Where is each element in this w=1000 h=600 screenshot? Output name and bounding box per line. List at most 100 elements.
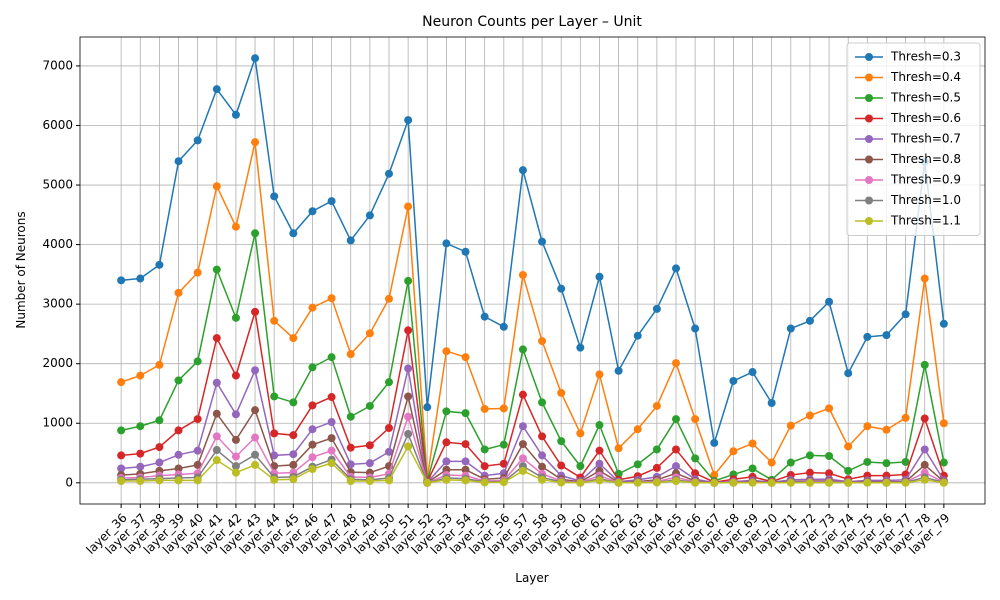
data-point (652, 401, 661, 410)
data-point (518, 345, 527, 354)
data-point (538, 237, 547, 246)
data-point (595, 476, 604, 485)
data-point (308, 401, 317, 410)
data-point (805, 411, 814, 420)
data-point (920, 475, 929, 484)
data-point (308, 207, 317, 216)
legend-box (846, 42, 981, 236)
data-point (117, 451, 126, 460)
data-point (767, 478, 776, 487)
data-point (767, 458, 776, 467)
y-tick-label: 7000 (42, 58, 73, 72)
data-point (174, 476, 183, 485)
data-point (671, 462, 680, 471)
data-point (404, 429, 413, 438)
data-point (748, 464, 757, 473)
legend-marker (865, 135, 873, 143)
y-tick-label: 6000 (42, 118, 73, 132)
data-point (614, 444, 623, 453)
data-point (882, 459, 891, 468)
data-point (786, 324, 795, 333)
data-point (404, 442, 413, 451)
data-point (691, 478, 700, 487)
data-point (365, 477, 374, 486)
data-point (882, 425, 891, 434)
data-point (308, 453, 317, 462)
x-axis-label: Layer (515, 571, 549, 585)
data-point (901, 478, 910, 487)
data-point (193, 136, 202, 145)
data-point (538, 475, 547, 484)
data-point (939, 478, 948, 487)
data-point (155, 476, 164, 485)
legend: Thresh=0.3 Thresh=0.4 Thresh=0.5 Thresh=0.6… (846, 42, 981, 236)
data-point (212, 446, 221, 455)
data-point (404, 202, 413, 211)
data-point (136, 477, 145, 486)
data-point (805, 468, 814, 477)
data-point (404, 364, 413, 373)
data-point (595, 272, 604, 281)
data-point (346, 236, 355, 245)
legend-label: Thresh=0.9 (890, 173, 961, 187)
data-point (193, 446, 202, 455)
data-point (117, 378, 126, 387)
data-point (212, 334, 221, 343)
data-point (863, 478, 872, 487)
data-point (327, 418, 336, 427)
data-point (518, 166, 527, 175)
data-point (461, 457, 470, 466)
data-point (193, 415, 202, 424)
data-point (614, 478, 623, 487)
data-point (518, 422, 527, 431)
data-point (212, 85, 221, 94)
data-point (920, 445, 929, 454)
data-point (671, 477, 680, 486)
data-point (767, 399, 776, 408)
data-point (691, 324, 700, 333)
data-point (365, 329, 374, 338)
data-point (346, 460, 355, 469)
data-point (231, 468, 240, 477)
data-point (251, 54, 260, 63)
data-point (308, 440, 317, 449)
data-point (365, 401, 374, 410)
data-point (442, 457, 451, 466)
y-tick-label: 2000 (42, 356, 73, 370)
data-point (155, 416, 164, 425)
data-point (231, 452, 240, 461)
data-point (557, 284, 566, 293)
data-point (251, 138, 260, 147)
data-point (576, 343, 585, 352)
data-point (251, 460, 260, 469)
data-point (155, 260, 164, 269)
data-point (289, 450, 298, 459)
data-point (710, 438, 719, 447)
data-point (270, 429, 279, 438)
data-point (480, 478, 489, 487)
data-point (346, 443, 355, 452)
data-point (633, 460, 642, 469)
legend-marker (865, 94, 873, 102)
legend-label: Thresh=0.8 (890, 152, 961, 166)
data-point (844, 478, 853, 487)
plot-frame (79, 36, 986, 505)
data-point (289, 229, 298, 238)
data-point (939, 458, 948, 467)
data-point (251, 406, 260, 415)
data-point (136, 449, 145, 458)
data-point (231, 371, 240, 380)
data-point (327, 434, 336, 443)
data-point (193, 268, 202, 277)
data-point (901, 413, 910, 422)
data-point (671, 264, 680, 273)
data-point (365, 459, 374, 468)
data-point (423, 403, 432, 412)
data-point (251, 366, 260, 375)
data-point (671, 445, 680, 454)
data-point (557, 478, 566, 487)
data-point (155, 443, 164, 452)
data-point (576, 478, 585, 487)
data-point (557, 437, 566, 446)
